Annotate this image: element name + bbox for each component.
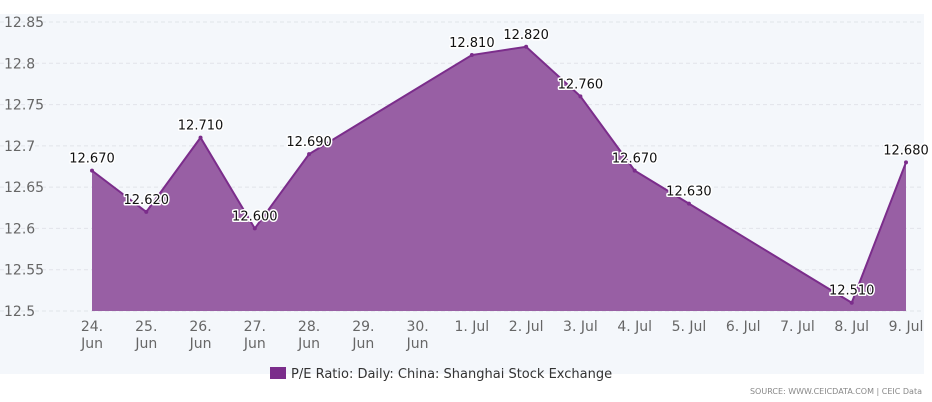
legend[interactable]: P/E Ratio: Daily: China: Shanghai Stock …	[270, 367, 612, 382]
x-tick-label: 30.	[406, 319, 428, 335]
x-tick-label: Jun	[351, 336, 374, 352]
data-point[interactable]	[307, 152, 312, 157]
x-tick-label: 27.	[244, 319, 266, 335]
x-tick-label: 25.	[135, 319, 157, 335]
series-line	[91, 45, 907, 305]
series-area	[90, 44, 908, 312]
x-tick-label: 29.	[352, 319, 374, 335]
x-tick-label: Jun	[189, 336, 212, 352]
data-point[interactable]	[252, 226, 257, 231]
x-axis: 24.Jun25.Jun26.Jun27.Jun28.Jun29.Jun30.J…	[80, 319, 923, 352]
data-label: 12.760	[558, 77, 604, 92]
data-point[interactable]	[578, 94, 583, 99]
y-tick-label: 12.75	[4, 98, 44, 114]
data-label: 12.630	[666, 185, 712, 200]
x-tick-label: 26.	[189, 319, 211, 335]
x-tick-label: 1. Jul	[455, 319, 490, 335]
y-tick-label: 12.5	[4, 304, 35, 320]
x-tick-label: 4. Jul	[617, 319, 652, 335]
data-label: 12.680	[883, 143, 929, 158]
y-tick-label: 12.65	[4, 180, 44, 196]
data-label: 12.510	[829, 284, 875, 299]
data-point[interactable]	[524, 44, 529, 49]
x-tick-label: Jun	[297, 336, 320, 352]
x-tick-label: Jun	[243, 336, 266, 352]
data-label: 12.600	[232, 209, 278, 224]
data-point[interactable]	[632, 168, 637, 173]
area-fill	[92, 46, 906, 312]
y-axis: 12.5 12.55 12.6 12.65 12.7 12.75 12.8 12.85	[4, 15, 44, 320]
x-tick-label: 3. Jul	[563, 319, 598, 335]
legend-label[interactable]: P/E Ratio: Daily: China: Shanghai Stock …	[291, 367, 612, 382]
data-label: 12.810	[449, 36, 495, 51]
x-tick-label: 5. Jul	[672, 319, 707, 335]
source-note: SOURCE: WWW.CEICDATA.COM | CEIC Data	[750, 387, 922, 396]
data-label: 12.690	[286, 135, 332, 150]
x-tick-label: 2. Jul	[509, 319, 544, 335]
data-label: 12.670	[612, 152, 658, 167]
data-label: 12.710	[178, 119, 224, 134]
x-tick-label: 6. Jul	[726, 319, 761, 335]
x-tick-label: 8. Jul	[834, 319, 869, 335]
data-label: 12.670	[69, 152, 115, 167]
data-point[interactable]	[904, 160, 908, 165]
y-tick-label: 12.7	[4, 139, 35, 155]
data-point[interactable]	[198, 135, 203, 140]
data-point[interactable]	[90, 168, 94, 173]
data-point[interactable]	[849, 300, 854, 305]
x-tick-label: Jun	[406, 336, 429, 352]
x-tick-label: 7. Jul	[780, 319, 815, 335]
legend-swatch[interactable]	[270, 367, 286, 379]
x-tick-label: Jun	[80, 336, 103, 352]
data-point[interactable]	[469, 53, 474, 58]
data-labels: 12.670 12.620 12.710 12.600 12.690 12.810 12.8…	[68, 26, 931, 300]
y-tick-label: 12.85	[4, 15, 44, 31]
data-point[interactable]	[686, 201, 691, 206]
data-label: 12.820	[503, 28, 549, 43]
x-tick-label: 24.	[81, 319, 103, 335]
data-point[interactable]	[144, 209, 149, 214]
y-tick-label: 12.8	[4, 56, 35, 72]
y-tick-label: 12.55	[4, 263, 44, 279]
y-tick-label: 12.6	[4, 221, 35, 237]
data-label: 12.620	[124, 193, 170, 208]
x-tick-label: 9. Jul	[889, 319, 924, 335]
x-tick-label: Jun	[134, 336, 157, 352]
x-tick-label: 28.	[298, 319, 320, 335]
